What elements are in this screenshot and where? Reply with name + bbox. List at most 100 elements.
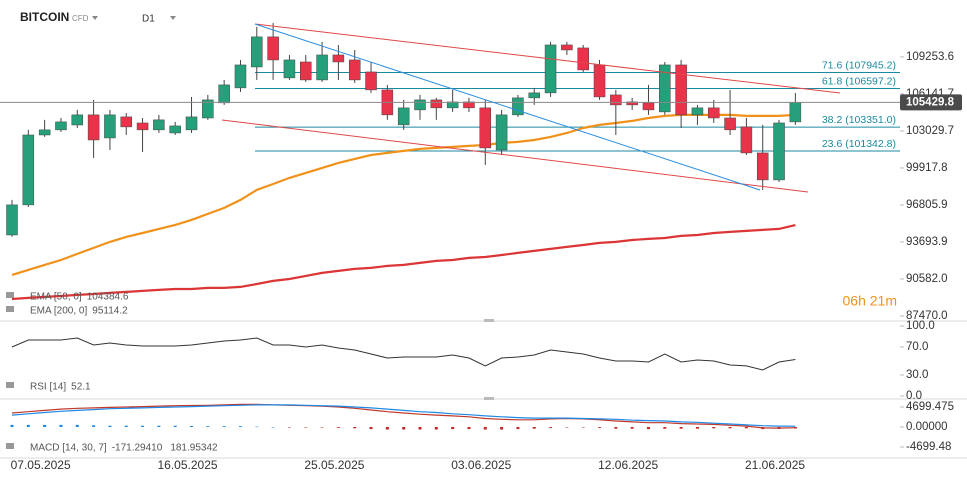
y-tick-label: 103029.7 — [906, 125, 954, 137]
candle-body — [22, 134, 35, 206]
y-tick-label: 0.00000 — [906, 421, 948, 433]
histogram-bar — [206, 426, 210, 427]
ema-line — [11, 224, 796, 301]
candle-body — [414, 99, 426, 111]
candle-body — [6, 204, 18, 236]
candle-body — [430, 99, 443, 109]
y-tick-label: 93693.9 — [906, 236, 948, 248]
histogram-bar — [549, 427, 553, 428]
histogram-bar — [238, 426, 242, 427]
histogram-bar — [59, 424, 63, 427]
legend-name: EMA [50, 0] — [30, 292, 82, 303]
candle-body — [283, 59, 296, 79]
legend-value: 95114.2 — [92, 306, 128, 317]
x-tick-label: 21.06.2025 — [745, 458, 805, 472]
histogram-bar — [75, 424, 79, 427]
eye-icon[interactable] — [6, 382, 14, 388]
histogram-bar — [434, 427, 438, 430]
candle-body — [71, 114, 84, 126]
legend-name: RSI [14] — [30, 382, 66, 393]
candle-body — [528, 92, 540, 99]
candle-body — [773, 122, 785, 181]
y-tick-label: 87470.0 — [906, 310, 948, 322]
histogram-bar — [26, 424, 30, 427]
histogram-bar — [646, 427, 650, 430]
candle-body — [724, 117, 736, 131]
eye-icon[interactable] — [6, 292, 14, 298]
histogram-bar — [663, 427, 667, 429]
y-tick-label: 4699.475 — [906, 401, 954, 413]
fib-label: 71.6 (107945.2) — [822, 59, 896, 71]
histogram-bar — [141, 425, 145, 427]
candle-body — [512, 97, 524, 116]
candle-body — [120, 116, 132, 128]
candle-body — [234, 64, 247, 89]
histogram-bar — [353, 427, 357, 429]
y-tick-label: 100.0 — [906, 320, 935, 332]
histogram-bar — [418, 427, 422, 430]
candle-body — [153, 119, 165, 131]
legend-name: EMA [200, 0] — [30, 306, 87, 317]
y-tick-label: 109253.6 — [906, 51, 954, 63]
panel-handle[interactable] — [484, 397, 494, 400]
histogram-bar — [581, 427, 585, 428]
histogram-bar — [157, 425, 161, 427]
candle-body — [300, 61, 312, 81]
histogram-bar — [385, 427, 389, 430]
histogram-bar — [402, 427, 406, 430]
candle-body — [740, 126, 753, 154]
candle-body — [593, 64, 606, 98]
x-tick-label: 03.06.2025 — [451, 458, 511, 472]
candle-body — [397, 107, 410, 126]
histogram-bar — [565, 427, 569, 428]
candle-body — [756, 152, 769, 181]
candle-body — [544, 44, 557, 94]
fib-label: 23.6 (101342.8) — [822, 138, 896, 150]
candle-body — [365, 71, 377, 91]
histogram-bar — [336, 427, 340, 428]
histogram-bar — [255, 426, 259, 428]
trendline[interactable] — [254, 23, 761, 191]
timeframe-dropdown[interactable] — [170, 16, 176, 20]
candle-body — [218, 84, 230, 104]
symbol[interactable]: BITCOIN — [20, 10, 69, 24]
histogram-bar — [728, 427, 732, 429]
candle-body — [789, 102, 802, 123]
eye-icon[interactable] — [6, 443, 14, 449]
candle-body — [332, 54, 345, 63]
y-tick-label: 0.0 — [906, 390, 922, 402]
candle-body — [251, 36, 263, 68]
candle-body — [642, 102, 655, 111]
indicator-line — [11, 337, 796, 371]
histogram-bar — [500, 427, 504, 430]
histogram-bar — [43, 424, 47, 427]
timeframe[interactable]: D1 — [142, 14, 155, 25]
candle-body — [316, 54, 328, 81]
histogram-bar — [679, 427, 683, 429]
x-tick-label: 07.05.2025 — [11, 458, 71, 472]
candle-body — [479, 107, 492, 149]
histogram-bar — [222, 426, 226, 427]
eye-icon[interactable] — [6, 306, 14, 312]
panel-handle[interactable] — [484, 319, 494, 322]
histogram-bar — [320, 427, 324, 428]
trendline[interactable] — [221, 119, 809, 193]
histogram-bar — [630, 427, 634, 429]
macd-line — [11, 403, 796, 429]
symbol-dropdown[interactable] — [92, 16, 98, 20]
x-tick-label: 12.06.2025 — [598, 458, 658, 472]
y-tick-label: 96805.9 — [906, 199, 948, 211]
histogram-bar — [10, 424, 14, 427]
legend-value: 181.95342 — [170, 443, 218, 454]
legend-value: -171.29410 — [112, 443, 163, 454]
histogram-bar — [304, 427, 308, 428]
candle-body — [136, 122, 149, 131]
candle-body — [561, 44, 573, 51]
y-tick-label: 90582.0 — [906, 273, 948, 285]
candle-body — [267, 36, 279, 61]
y-tick-label: 70.0 — [906, 341, 928, 353]
trendline[interactable] — [254, 23, 841, 94]
histogram-bar — [108, 425, 112, 427]
